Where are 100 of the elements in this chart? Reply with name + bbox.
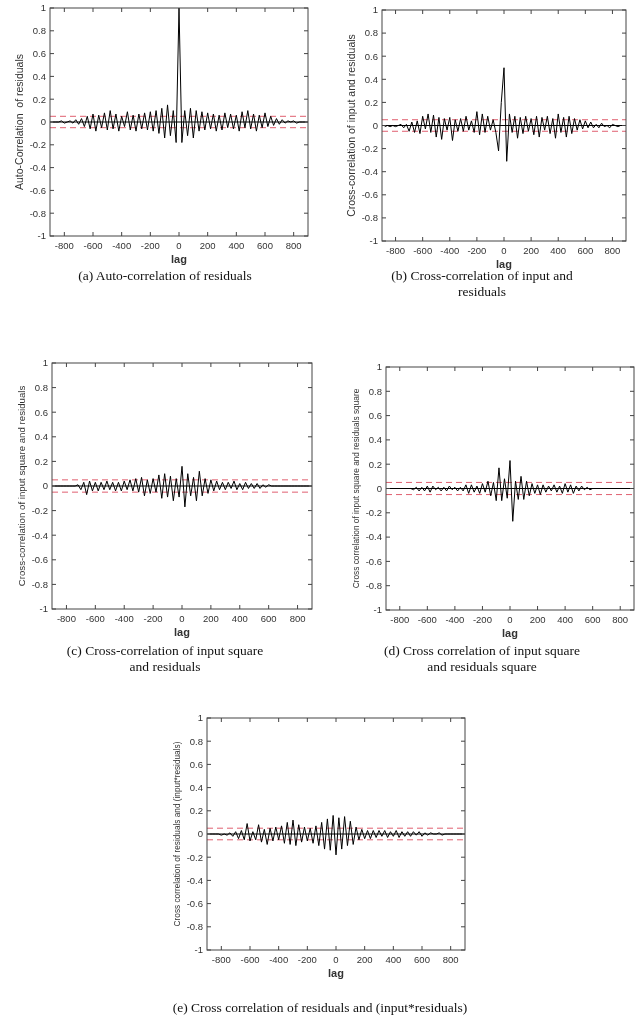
x-axis-title: lag xyxy=(328,967,344,979)
y-tick-label: -1 xyxy=(39,603,48,615)
x-tick-label: -800 xyxy=(56,613,76,624)
y-tick-label: -0.2 xyxy=(365,507,382,519)
x-axis-title: lag xyxy=(496,258,512,270)
x-tick-label: 400 xyxy=(228,240,245,251)
y-tick-label: 0.2 xyxy=(364,96,378,108)
y-tick-label: -0.8 xyxy=(29,207,46,219)
text: (c) Cross-correlation of input square and residuals xyxy=(66,643,264,674)
y-tick-label: 0.6 xyxy=(364,50,378,62)
y-tick-label: 0.4 xyxy=(32,70,46,82)
y-tick-label: -0.6 xyxy=(29,184,46,196)
x-tick-label: 0 xyxy=(507,614,513,625)
x-tick-label: 800 xyxy=(604,245,621,256)
y-axis-title: Cross-correlation of input square and residuals xyxy=(16,385,27,587)
y-tick-label: 1 xyxy=(197,712,203,724)
y-tick-label: 1 xyxy=(372,4,378,16)
y-tick-label: 0 xyxy=(197,828,203,840)
y-tick-label: -0.2 xyxy=(31,504,48,516)
x-tick-label: 800 xyxy=(289,613,306,624)
text: (d) Cross correlation of input square and residuals square xyxy=(383,643,581,674)
x-tick-label: 200 xyxy=(523,245,540,256)
x-tick-label: -400 xyxy=(440,245,460,256)
x-tick-label: -600 xyxy=(240,954,260,965)
y-tick-label: 0.8 xyxy=(34,381,48,393)
y-tick-label: -0.6 xyxy=(361,189,378,201)
y-tick-label: 0 xyxy=(376,482,382,494)
y-tick-label: 0.8 xyxy=(364,27,378,39)
x-tick-label: 200 xyxy=(356,954,373,965)
y-tick-label: -0.4 xyxy=(361,166,378,178)
x-tick-label: -800 xyxy=(54,240,74,251)
y-tick-label: 0.8 xyxy=(368,385,382,397)
y-tick-label: 0.4 xyxy=(34,431,48,443)
x-tick-label: 600 xyxy=(577,245,594,256)
y-tick-label: 0.8 xyxy=(189,735,203,747)
text: (a) Auto-correlation of residuals xyxy=(78,268,252,283)
x-axis-title: lag xyxy=(174,626,190,638)
y-tick-label: -0.4 xyxy=(186,874,203,886)
x-tick-label: 400 xyxy=(550,245,567,256)
x-tick-label: 600 xyxy=(414,954,430,965)
y-axis-title: Cross correlation of input square and residuals square xyxy=(351,388,361,589)
y-tick-label: 1 xyxy=(42,357,48,369)
x-tick-label: -600 xyxy=(413,245,433,256)
y-tick-label: 1 xyxy=(40,2,46,14)
y-tick-label: 0.6 xyxy=(189,758,203,770)
y-tick-label: 0.4 xyxy=(189,781,203,793)
y-axis-title: Cross correlation of residuals and (input*residuals) xyxy=(173,741,182,927)
x-axis-title: lag xyxy=(171,253,187,265)
x-tick-label: -400 xyxy=(112,240,132,251)
y-tick-label: 0.8 xyxy=(32,25,46,37)
y-tick-label: -0.8 xyxy=(365,580,382,592)
x-tick-label: 0 xyxy=(333,954,339,965)
x-tick-label: -200 xyxy=(467,245,487,256)
x-tick-label: 400 xyxy=(557,614,574,625)
x-tick-label: 600 xyxy=(584,614,601,625)
x-tick-label: 800 xyxy=(612,614,629,625)
y-tick-label: -0.4 xyxy=(31,529,48,541)
y-tick-label: 1 xyxy=(376,361,382,373)
x-tick-label: -400 xyxy=(269,954,289,965)
x-tick-label: 600 xyxy=(257,240,273,251)
y-tick-label: -0.6 xyxy=(31,554,48,566)
y-tick-label: 0.2 xyxy=(32,93,46,105)
x-tick-label: -600 xyxy=(83,240,103,251)
y-tick-label: -0.8 xyxy=(361,212,378,224)
y-tick-label: 0.2 xyxy=(189,805,203,817)
y-tick-label: 0.6 xyxy=(34,406,48,418)
x-tick-label: -200 xyxy=(140,240,160,251)
x-tick-label: 200 xyxy=(529,614,546,625)
y-tick-label: -0.2 xyxy=(186,851,203,863)
y-tick-label: 0 xyxy=(372,119,378,131)
x-tick-label: 400 xyxy=(385,954,402,965)
x-tick-label: -800 xyxy=(211,954,231,965)
x-tick-label: 0 xyxy=(179,613,185,624)
x-tick-label: 0 xyxy=(176,240,182,251)
y-tick-label: -0.4 xyxy=(365,531,382,543)
x-tick-label: 800 xyxy=(442,954,459,965)
x-tick-label: 0 xyxy=(501,245,507,256)
y-tick-label: -0.8 xyxy=(31,578,48,590)
y-tick-label: -1 xyxy=(369,235,378,247)
x-tick-label: -400 xyxy=(445,614,465,625)
y-tick-label: -0.2 xyxy=(361,142,378,154)
x-tick-label: -800 xyxy=(386,245,406,256)
y-tick-label: -1 xyxy=(37,230,46,242)
x-tick-label: -800 xyxy=(390,614,410,625)
x-tick-label: 600 xyxy=(260,613,277,624)
x-tick-label: -200 xyxy=(143,613,163,624)
y-tick-label: -0.2 xyxy=(29,139,46,151)
x-tick-label: 400 xyxy=(231,613,248,624)
y-tick-label: 0.6 xyxy=(32,47,46,59)
x-tick-label: -400 xyxy=(114,613,134,624)
y-tick-label: 0 xyxy=(42,480,48,492)
y-tick-label: 0.2 xyxy=(368,458,382,470)
y-tick-label: 0.6 xyxy=(368,409,382,421)
y-tick-label: -0.6 xyxy=(365,555,382,567)
y-tick-label: -1 xyxy=(373,604,382,616)
y-tick-label: 0.2 xyxy=(34,455,48,467)
text: (e) Cross correlation of residuals and (input*residuals) xyxy=(172,1000,468,1015)
y-tick-label: -0.6 xyxy=(186,897,203,909)
y-tick-label: -1 xyxy=(194,944,203,956)
y-tick-label: -0.4 xyxy=(29,161,46,173)
